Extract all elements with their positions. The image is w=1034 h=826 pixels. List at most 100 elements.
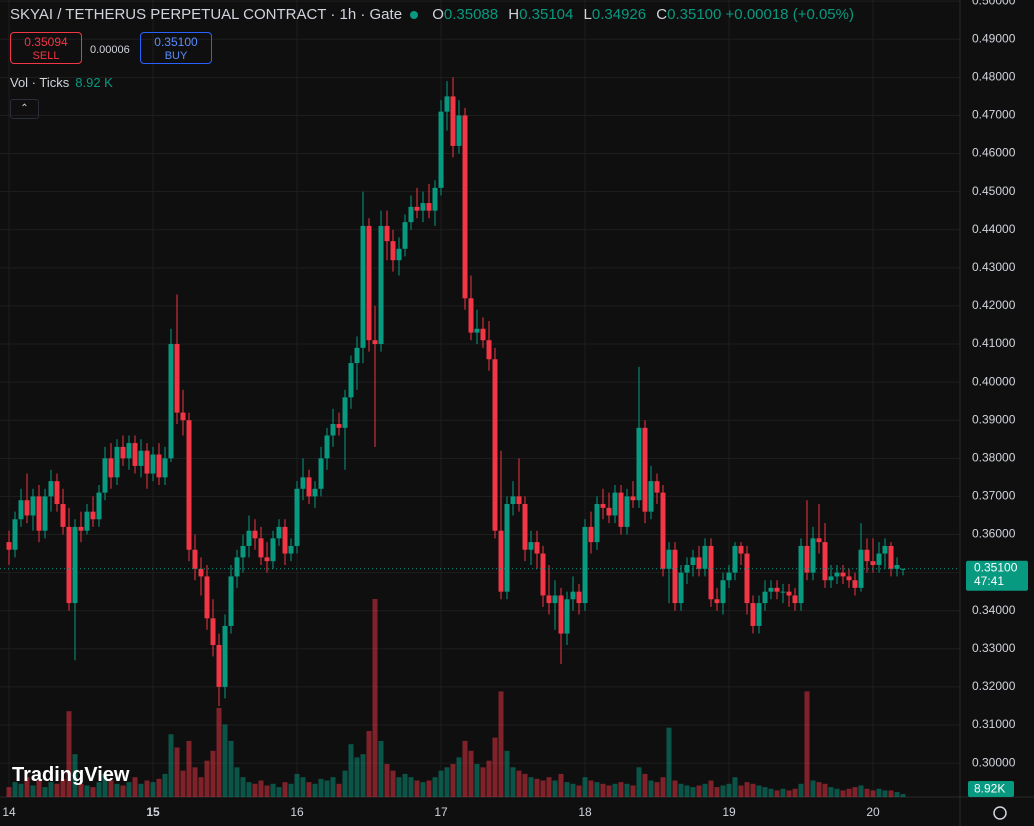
candle-body: [432, 187, 438, 211]
candle-body: [768, 587, 774, 592]
candle-body: [414, 206, 420, 211]
y-tick-label: 0.31000: [972, 717, 1016, 731]
candle-body: [246, 530, 252, 546]
volume-bar: [606, 785, 612, 797]
volume-bar: [396, 777, 402, 797]
volume-bar: [114, 783, 120, 797]
volume-bar: [192, 767, 198, 797]
volume-bar: [900, 794, 906, 797]
volume-bar: [534, 778, 540, 797]
volume-bar: [738, 785, 744, 797]
volume-bar: [378, 740, 384, 797]
candle-body: [396, 248, 402, 261]
candle-body: [330, 424, 336, 436]
volume-bar: [804, 691, 810, 797]
y-tick-label: 0.39000: [972, 412, 1016, 426]
volume-bar: [678, 783, 684, 797]
candle-body: [666, 549, 672, 569]
volume-bar: [504, 750, 510, 797]
volume-bar: [690, 787, 696, 797]
volume-bar: [276, 787, 282, 797]
volume-bar: [450, 764, 456, 797]
y-tick-label: 0.44000: [972, 222, 1016, 236]
candle-body: [234, 557, 240, 577]
volume-bar: [228, 740, 234, 797]
symbol-title: SKYAI / TETHERUS PERPETUAL CONTRACT · 1h…: [10, 6, 403, 23]
candle-body: [36, 496, 42, 531]
candle-body: [6, 542, 12, 550]
buy-label: BUY: [164, 50, 188, 62]
volume-bar: [720, 785, 726, 797]
volume-bar: [576, 785, 582, 797]
candle-body: [606, 507, 612, 516]
y-tick-label: 0.38000: [972, 450, 1016, 464]
candle-body: [468, 298, 474, 333]
candle-body: [576, 591, 582, 604]
volume-bar: [54, 783, 60, 797]
candle-body: [48, 481, 54, 497]
volume-bar: [516, 770, 522, 797]
volume-bar: [756, 785, 762, 797]
volume-bar: [750, 783, 756, 797]
candle-body: [660, 492, 666, 569]
volume-bar: [420, 782, 426, 797]
candle-body: [720, 580, 726, 604]
candle-body: [144, 450, 150, 474]
volume-bar: [660, 777, 666, 797]
candle-body: [72, 526, 78, 604]
candle-body: [630, 496, 636, 501]
volume-bar: [780, 788, 786, 797]
open-key: O: [432, 6, 444, 23]
volume-bar: [12, 782, 18, 797]
candle-body: [540, 553, 546, 596]
volume-bar: [6, 787, 12, 797]
y-tick-label: 0.43000: [972, 260, 1016, 274]
volume-bar: [306, 782, 312, 797]
y-tick-label: 0.47000: [972, 108, 1016, 122]
volume-bar: [384, 764, 390, 797]
candle-body: [342, 397, 348, 428]
volume-bar: [498, 691, 504, 797]
candle-body: [162, 458, 168, 478]
candle-body: [732, 545, 738, 573]
candle-body: [126, 443, 132, 459]
candle-body: [798, 545, 804, 604]
volume-bar: [42, 787, 48, 797]
candle-body: [336, 424, 342, 428]
volume-bar: [426, 780, 432, 797]
volume-bar: [510, 767, 516, 797]
volume-bar: [744, 782, 750, 797]
sell-button[interactable]: 0.35094 SELL: [10, 32, 82, 64]
volume-bar: [474, 764, 480, 797]
candle-body: [780, 591, 786, 593]
volume-bar: [216, 707, 222, 797]
volume-bar: [408, 777, 414, 797]
volume-bar: [120, 785, 126, 797]
volume-bar: [840, 790, 846, 797]
candle-body: [708, 545, 714, 600]
volume-bar: [684, 785, 690, 797]
buy-button[interactable]: 0.35100 BUY: [140, 32, 212, 64]
volume-bar: [630, 785, 636, 797]
y-tick-label: 0.50000: [972, 0, 1016, 7]
x-tick-label: 19: [722, 805, 736, 819]
volume-bar: [348, 744, 354, 797]
volume-bar: [528, 777, 534, 797]
volume-bar: [762, 787, 768, 797]
volume-bar: [402, 773, 408, 797]
volume-bar: [78, 783, 84, 797]
volume-bar: [594, 782, 600, 797]
close-key: C: [656, 6, 668, 23]
volume-bar: [666, 727, 672, 797]
collapse-button[interactable]: ⌃: [10, 99, 39, 119]
high-key: H: [508, 6, 520, 23]
volume-bar: [618, 782, 624, 797]
candle-body: [756, 603, 762, 626]
volume-bar: [456, 757, 462, 797]
volume-bar: [126, 782, 132, 797]
candle-body: [456, 115, 462, 146]
candle-body: [498, 530, 504, 592]
volume-bar: [234, 767, 240, 797]
volume-bar: [558, 773, 564, 797]
volume-bar: [870, 790, 876, 797]
